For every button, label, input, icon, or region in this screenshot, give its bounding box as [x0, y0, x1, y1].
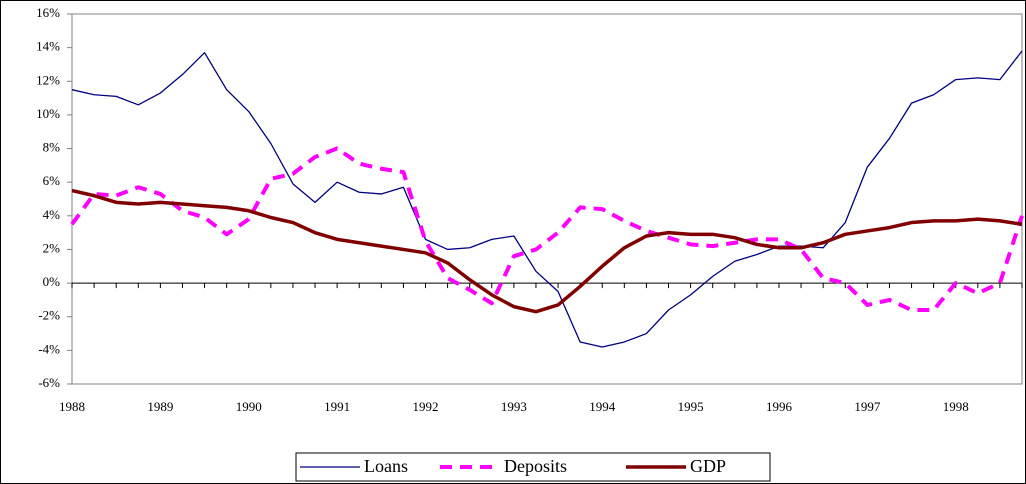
x-tick-label: 1995: [678, 399, 704, 414]
legend-box: [295, 452, 771, 482]
y-tick-label: -6%: [38, 375, 60, 390]
y-tick-label: 10%: [36, 106, 60, 121]
legend-label: Deposits: [504, 456, 567, 476]
y-tick-label: 2%: [43, 240, 61, 255]
x-tick-label: 1997: [854, 399, 881, 414]
y-tick-label: 12%: [36, 72, 60, 87]
y-tick-label: 4%: [43, 207, 61, 222]
legend: Loans Deposits GDP: [295, 452, 771, 482]
x-tick-label: 1988: [59, 399, 85, 414]
x-tick-label: 1996: [766, 399, 793, 414]
series-line: [71, 188, 1023, 314]
x-tick-label: 1992: [412, 399, 438, 414]
y-tick-label: -2%: [38, 308, 60, 323]
plot-area: [71, 13, 1023, 385]
y-tick-label: -4%: [38, 341, 60, 356]
y-tick-label: 0%: [43, 274, 61, 289]
y-tick-label: 16%: [36, 5, 60, 20]
legend-label: Loans: [364, 456, 408, 476]
y-tick-label: 14%: [36, 39, 60, 54]
y-tick-label: 6%: [43, 173, 61, 188]
x-tick-label: 1989: [147, 399, 173, 414]
series-line: [70, 146, 1024, 312]
series-line: [71, 50, 1023, 348]
x-tick-label: 1990: [236, 399, 262, 414]
x-tick-label: 1994: [589, 399, 616, 414]
x-tick-label: 1998: [943, 399, 969, 414]
x-tick-label: 1993: [501, 399, 527, 414]
y-tick-label: 8%: [43, 140, 61, 155]
legend-label: GDP: [690, 456, 726, 476]
x-tick-label: 1991: [324, 399, 350, 414]
